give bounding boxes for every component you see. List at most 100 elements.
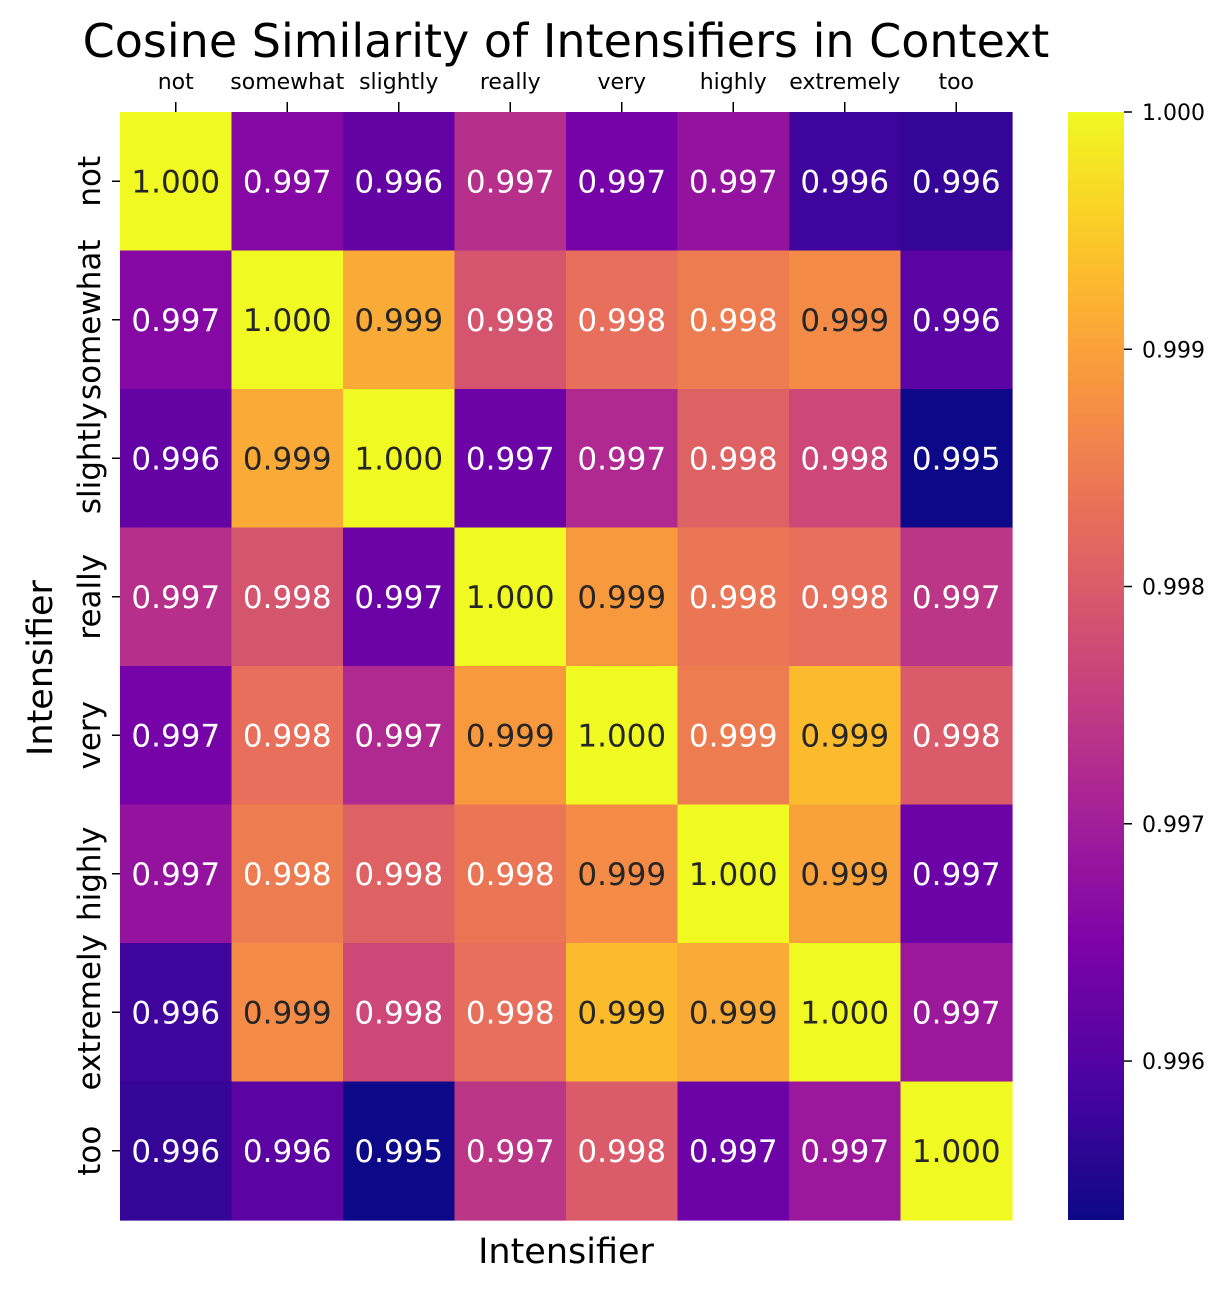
heatmap-cell [789,666,902,806]
y-tick-label: too [72,1126,108,1176]
heatmap-cell [789,389,902,529]
cell-annotation: 0.997 [577,441,666,477]
x-tick-label: slightly [359,70,438,95]
cell-annotation: 0.998 [577,1134,666,1170]
heatmap-cell [900,250,1013,390]
heatmap-cell [343,1081,456,1221]
cell-annotation: 0.996 [800,164,889,200]
heatmap-cell [454,527,567,667]
heatmap-cell [454,1081,567,1221]
cell-annotation: 0.997 [689,164,778,200]
cell-annotation: 0.997 [466,441,555,477]
heatmap-cell [677,943,790,1083]
cell-annotation: 0.999 [577,857,666,893]
cell-annotation: 0.996 [912,303,1001,339]
cell-annotations: 1.000 0.997 0.996 0.997 0.997 0.997 0.996 0.996… [131,164,1000,1170]
heatmap-cell [566,804,679,944]
y-tick-label: highly [72,826,108,921]
heatmap-cell [343,112,456,252]
cell-annotation: 0.997 [131,303,220,339]
cell-annotation: 0.997 [689,1134,778,1170]
heatmap-cell [231,389,344,529]
heatmap-cell [677,804,790,944]
heatmap-cell [900,666,1013,806]
heatmap-cell [231,250,344,390]
cell-annotation: 1.000 [131,164,220,200]
colorbar-tick-label: 0.998 [1142,576,1205,601]
heatmap-cell [900,112,1013,252]
cell-annotation: 0.999 [577,580,666,616]
heatmap-cell [677,527,790,667]
cell-annotation: 0.997 [354,718,443,754]
heatmap-cell [566,527,679,667]
heatmap-cell [343,804,456,944]
cell-annotation: 0.998 [354,995,443,1031]
heatmap-cell [120,1081,233,1221]
cell-annotation: 0.997 [354,580,443,616]
heatmap-cell [789,112,902,252]
heatmap-cell [454,389,567,529]
cell-annotation: 0.997 [912,995,1001,1031]
cell-annotation: 0.998 [466,303,555,339]
cell-annotation: 0.997 [466,1134,555,1170]
cell-annotation: 0.998 [689,441,778,477]
x-axis-ticks: not somewhat slightly really very highly extre… [158,70,974,112]
cell-annotation: 0.998 [912,718,1001,754]
heatmap-cell [120,804,233,944]
cell-annotation: 0.996 [354,164,443,200]
heatmap-cell [566,389,679,529]
heatmap-cell [120,943,233,1083]
heatmap-cell [343,943,456,1083]
heatmap-cell [120,527,233,667]
cell-annotation: 0.998 [800,580,889,616]
cell-annotation: 0.999 [466,718,555,754]
heatmap-cell [231,1081,344,1221]
heatmap-cell [454,943,567,1083]
heatmap-cell [789,1081,902,1221]
cell-annotation: 0.998 [466,857,555,893]
y-tick-label: really [72,554,108,640]
heatmap-cell [566,943,679,1083]
cell-annotation: 0.997 [243,164,332,200]
x-tick-label: really [480,70,541,95]
heatmap-cell [454,250,567,390]
cell-annotation: 0.998 [689,303,778,339]
heatmap-cell [343,666,456,806]
cell-annotation: 0.997 [800,1134,889,1170]
heatmap-cell [789,943,902,1083]
cell-annotation: 0.999 [800,303,889,339]
cell-annotation: 0.999 [577,995,666,1031]
heatmap-cell [231,804,344,944]
heatmap-cell [566,250,679,390]
x-axis-label: Intensifier [478,1232,654,1272]
heatmap-cell [231,527,344,667]
cell-annotation: 0.999 [689,718,778,754]
heatmap-cells [120,112,1013,1221]
heatmap-cell [677,389,790,529]
x-tick-label: highly [700,70,767,95]
heatmap-cell [566,666,679,806]
cell-annotation: 0.999 [243,995,332,1031]
y-tick-label: slightly [72,402,108,514]
cell-annotation: 0.997 [131,857,220,893]
heatmap-cell [900,527,1013,667]
x-tick-label: not [158,70,194,95]
cell-annotation: 0.997 [912,580,1001,616]
x-tick-label: somewhat [230,70,344,95]
cell-annotation: 1.000 [800,995,889,1031]
cell-annotation: 0.996 [131,995,220,1031]
cell-annotation: 0.997 [577,164,666,200]
colorbar-tick-label: 1.000 [1142,101,1205,126]
heatmap-cell [677,1081,790,1221]
y-tick-label: very [72,701,108,770]
cell-annotation: 0.995 [912,441,1001,477]
heatmap-cell [120,112,233,252]
cell-annotation: 0.997 [131,580,220,616]
cell-annotation: 0.997 [912,857,1001,893]
x-tick-label: extremely [789,70,900,95]
cell-annotation: 0.998 [466,995,555,1031]
cell-annotation: 1.000 [466,580,555,616]
heatmap-cell [454,666,567,806]
